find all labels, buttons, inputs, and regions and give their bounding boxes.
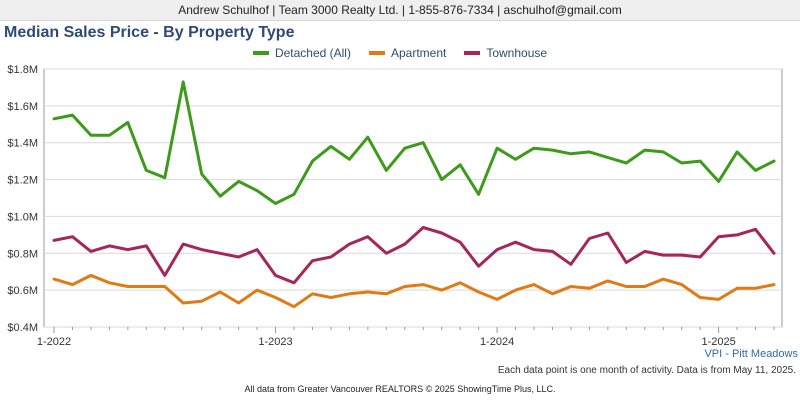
- x-tick-label: 1-2022: [37, 336, 71, 345]
- line-chart: $0.4M $0.6M $0.8M $1.0M $1.2M $1.4M $1.6M $1.8M…: [7, 64, 783, 345]
- x-tick-label: 1-2024: [480, 336, 514, 345]
- x-tick-label: 1-2023: [258, 336, 292, 345]
- legend: Detached (All) Apartment Townhouse: [0, 46, 800, 60]
- legend-label-detached: Detached (All): [274, 46, 351, 60]
- contact-header: Andrew Schulhof | Team 3000 Realty Ltd. …: [0, 0, 800, 21]
- y-tick-label: $1.2M: [7, 175, 38, 187]
- series-line-townhouse[interactable]: [52, 226, 776, 285]
- legend-label-apartment: Apartment: [390, 46, 447, 60]
- plot-area: [43, 68, 783, 328]
- data-note: Each data point is one month of activity…: [497, 365, 796, 376]
- y-tick-label: $1.0M: [7, 211, 38, 223]
- legend-swatch-townhouse: [464, 51, 481, 55]
- y-tick-label: $1.8M: [7, 64, 38, 76]
- chart-title: Median Sales Price - By Property Type: [4, 24, 295, 41]
- region-label: VPI - Pitt Meadows: [704, 348, 798, 360]
- legend-item-detached[interactable]: Detached (All): [252, 46, 351, 60]
- x-tick-label: 1-2025: [701, 336, 735, 345]
- y-tick-label: $1.6M: [7, 101, 38, 113]
- legend-swatch-apartment: [368, 51, 385, 55]
- legend-item-townhouse[interactable]: Townhouse: [464, 46, 547, 60]
- footer-credit: All data from Greater Vancouver REALTORS…: [244, 384, 556, 394]
- legend-swatch-detached: [252, 51, 269, 55]
- y-tick-label: $1.4M: [7, 138, 38, 150]
- legend-item-apartment[interactable]: Apartment: [368, 46, 447, 60]
- y-tick-label: $0.8M: [7, 248, 38, 260]
- series-line-apartment[interactable]: [52, 273, 776, 309]
- legend-label-townhouse: Townhouse: [486, 46, 548, 60]
- series-line-detached-all[interactable]: [52, 80, 776, 205]
- y-tick-label: $0.4M: [7, 322, 38, 334]
- y-tick-label: $0.6M: [7, 285, 38, 297]
